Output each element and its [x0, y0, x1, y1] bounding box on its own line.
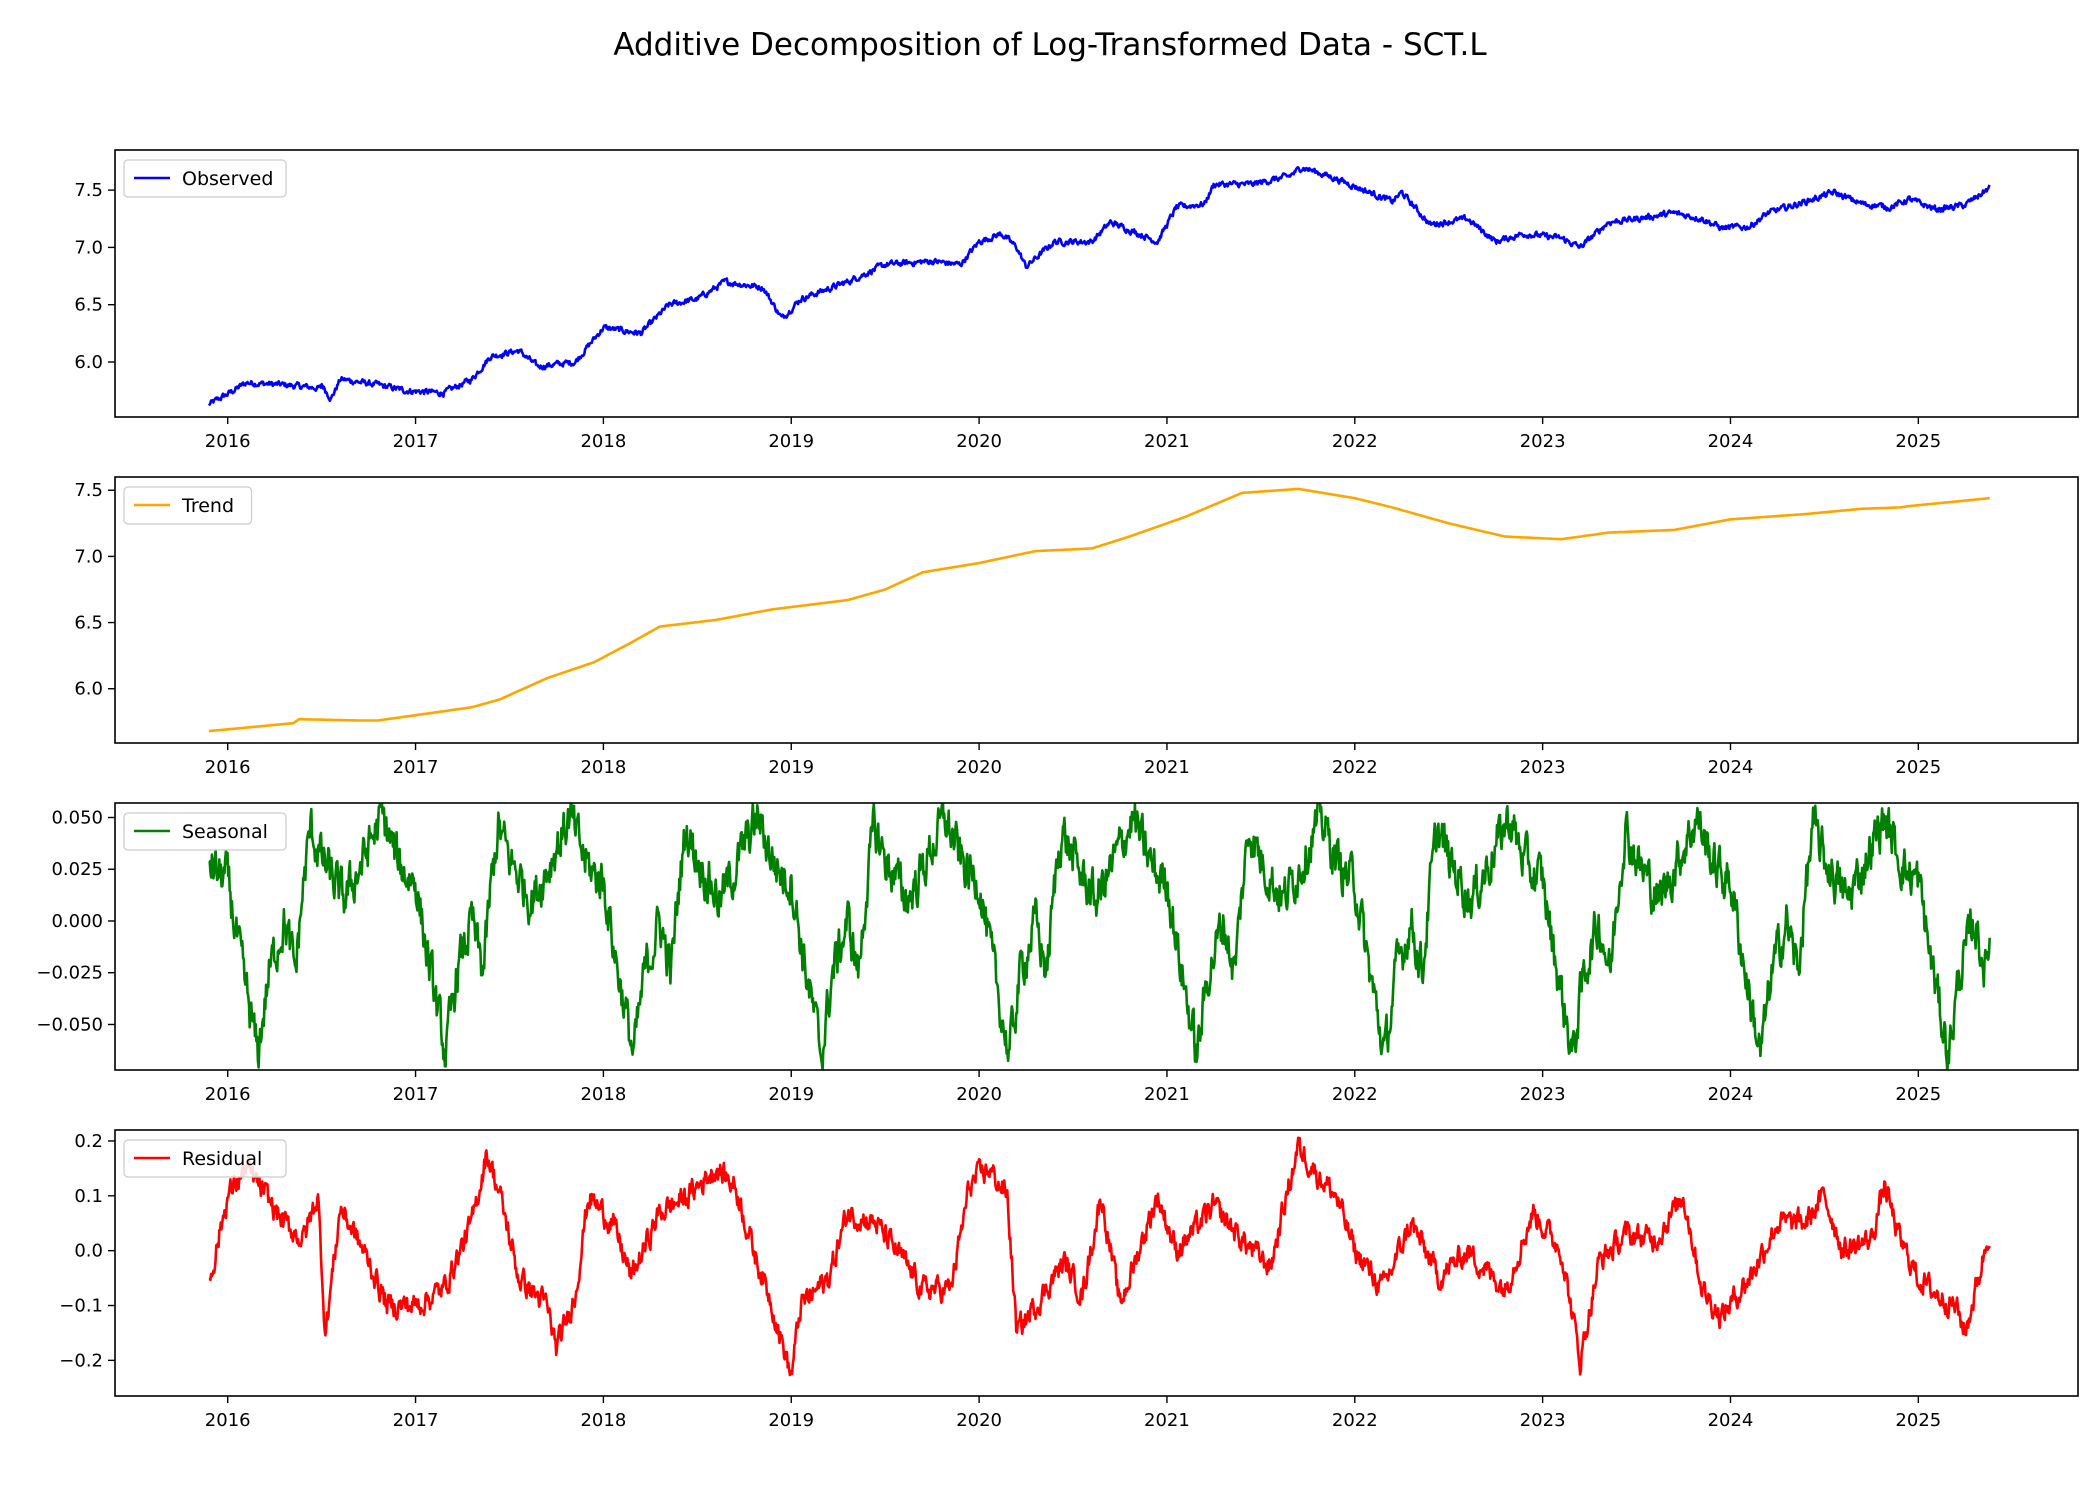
- residual-xtick-label: 2019: [768, 1410, 814, 1431]
- seasonal-ytick-label: 0.025: [51, 859, 103, 880]
- seasonal-xtick-label: 2025: [1895, 1084, 1941, 1105]
- trend-ytick-label: 7.5: [74, 480, 103, 501]
- residual-ytick-label: 0.2: [74, 1131, 103, 1152]
- trend-legend-box: [123, 486, 253, 525]
- trend-xtick-label: 2019: [768, 757, 814, 778]
- seasonal-ytick-label: −0.025: [36, 963, 103, 984]
- trend-xtick-label: 2024: [1708, 757, 1754, 778]
- residual-xtick-label: 2022: [1332, 1410, 1378, 1431]
- observed-xtick-label: 2023: [1520, 431, 1566, 452]
- residual-legend: Residual: [123, 1139, 287, 1178]
- observed-ytick-label: 6.0: [74, 352, 103, 373]
- seasonal-legend-label: Seasonal: [182, 821, 268, 843]
- seasonal-xtick-label: 2022: [1332, 1084, 1378, 1105]
- residual-xtick-label: 2016: [205, 1410, 251, 1431]
- observed-ytick-label: 7.5: [74, 180, 103, 201]
- trend-ytick-label: 7.0: [74, 546, 103, 567]
- residual-legend-label: Residual: [182, 1148, 262, 1170]
- trend-legend: Trend: [123, 486, 253, 525]
- observed-ytick-label: 7.0: [74, 237, 103, 258]
- seasonal-xtick-label: 2018: [580, 1084, 626, 1105]
- seasonal-xtick-label: 2019: [768, 1084, 814, 1105]
- seasonal-ytick-label: −0.050: [36, 1014, 103, 1035]
- seasonal-series-line: [208, 803, 1991, 1070]
- observed-axes-frame: [114, 149, 2079, 418]
- observed-xtick-label: 2019: [768, 431, 814, 452]
- observed-legend: Observed: [123, 159, 287, 198]
- residual-ytick-label: 0.0: [74, 1241, 103, 1262]
- seasonal-ytick-label: 0.000: [51, 911, 103, 932]
- observed-xtick-label: 2025: [1895, 431, 1941, 452]
- seasonal-axes-frame: [114, 802, 2079, 1071]
- trend-xtick-label: 2025: [1895, 757, 1941, 778]
- trend-series-line: [208, 487, 1991, 733]
- observed-xtick-label: 2017: [393, 431, 439, 452]
- residual-xtick-label: 2024: [1708, 1410, 1754, 1431]
- trend-panel: 6.0 6.5 7.0 7.5 2016 2017 2018 2019 2020 2021 2022…: [74, 476, 2079, 778]
- residual-ytick-label: 0.1: [74, 1186, 103, 1207]
- trend-xtick-label: 2018: [580, 757, 626, 778]
- trend-xtick-label: 2017: [393, 757, 439, 778]
- residual-xtick-label: 2021: [1144, 1410, 1190, 1431]
- panels: 6.0 6.5 7.0 7.5 2016 2017 2018 2019 2020 2021 2022…: [36, 149, 2079, 1431]
- residual-ytick-label: −0.1: [59, 1296, 103, 1317]
- residual-xtick-label: 2017: [393, 1410, 439, 1431]
- observed-xtick-label: 2024: [1708, 431, 1754, 452]
- observed-panel: 6.0 6.5 7.0 7.5 2016 2017 2018 2019 2020 2021 2022…: [74, 149, 2079, 452]
- trend-axes-frame: [114, 476, 2079, 744]
- observed-xtick-label: 2016: [205, 431, 251, 452]
- observed-xtick-label: 2018: [580, 431, 626, 452]
- observed-legend-label: Observed: [182, 168, 273, 190]
- figure-title: Additive Decomposition of Log-Transforme…: [613, 27, 1487, 63]
- observed-xtick-label: 2022: [1332, 431, 1378, 452]
- residual-panel: −0.2 −0.1 0.0 0.1 0.2 2016 2017 2018 2019 2020 202…: [59, 1129, 2079, 1431]
- trend-xtick-label: 2023: [1520, 757, 1566, 778]
- seasonal-xtick-label: 2016: [205, 1084, 251, 1105]
- trend-legend-label: Trend: [181, 495, 234, 517]
- observed-series-line: [207, 166, 1991, 406]
- residual-legend-box: [123, 1139, 287, 1178]
- residual-xtick-label: 2020: [956, 1410, 1002, 1431]
- residual-ytick-label: −0.2: [59, 1350, 103, 1371]
- observed-xtick-label: 2020: [956, 431, 1002, 452]
- seasonal-xtick-label: 2020: [956, 1084, 1002, 1105]
- seasonal-ytick-label: 0.050: [51, 807, 103, 828]
- seasonal-panel: −0.050 −0.025 0.000 0.025 0.050 2016 2017 2018 2…: [36, 802, 2079, 1105]
- trend-ytick-label: 6.0: [74, 679, 103, 700]
- observed-ytick-label: 6.5: [74, 295, 103, 316]
- seasonal-xtick-label: 2024: [1708, 1084, 1754, 1105]
- trend-xtick-label: 2022: [1332, 757, 1378, 778]
- seasonal-xtick-label: 2021: [1144, 1084, 1190, 1105]
- residual-xtick-label: 2018: [580, 1410, 626, 1431]
- observed-legend-box: [123, 159, 287, 198]
- seasonal-xtick-label: 2023: [1520, 1084, 1566, 1105]
- trend-ytick-label: 6.5: [74, 613, 103, 634]
- seasonal-legend-box: [123, 812, 287, 851]
- seasonal-xtick-label: 2017: [393, 1084, 439, 1105]
- seasonal-legend: Seasonal: [123, 812, 287, 851]
- residual-axes-frame: [114, 1129, 2079, 1397]
- residual-xtick-label: 2025: [1895, 1410, 1941, 1431]
- residual-xtick-label: 2023: [1520, 1410, 1566, 1431]
- residual-series-line: [208, 1136, 1991, 1377]
- trend-xtick-label: 2021: [1144, 757, 1190, 778]
- trend-xtick-label: 2020: [956, 757, 1002, 778]
- observed-xtick-label: 2021: [1144, 431, 1190, 452]
- trend-xtick-label: 2016: [205, 757, 251, 778]
